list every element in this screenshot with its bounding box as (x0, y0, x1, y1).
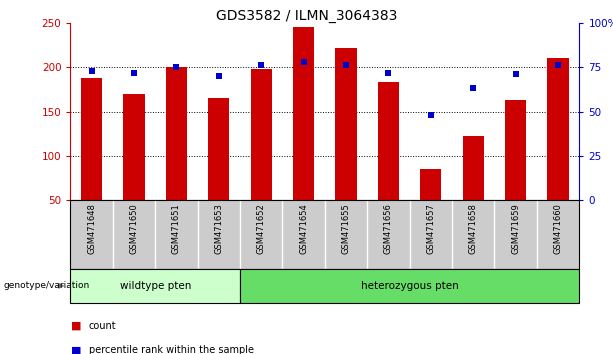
Text: GSM471651: GSM471651 (172, 204, 181, 254)
Text: wildtype pten: wildtype pten (120, 281, 191, 291)
Text: GSM471659: GSM471659 (511, 204, 520, 254)
Bar (81, 78, 102, 200)
Text: GSM471650: GSM471650 (129, 204, 139, 254)
Text: GSM471657: GSM471657 (427, 204, 435, 254)
Text: GSM471654: GSM471654 (299, 204, 308, 254)
Text: GDS3582 / ILMN_3064383: GDS3582 / ILMN_3064383 (216, 9, 397, 23)
Bar (251, 69, 272, 200)
Text: ■: ■ (70, 346, 81, 354)
Bar (240, 269, 579, 303)
Bar (293, 27, 314, 200)
Text: genotype/variation: genotype/variation (3, 281, 89, 290)
Bar (70, 269, 240, 303)
Bar (335, 48, 357, 200)
Bar (166, 67, 187, 200)
Text: GSM471655: GSM471655 (341, 204, 351, 254)
Text: GSM471658: GSM471658 (469, 204, 478, 254)
Text: GSM471652: GSM471652 (257, 204, 266, 254)
Text: ■: ■ (70, 321, 81, 331)
Bar (547, 58, 569, 200)
Text: GSM471648: GSM471648 (87, 204, 96, 254)
Text: percentile rank within the sample: percentile rank within the sample (89, 346, 254, 354)
Text: heterozygous pten: heterozygous pten (361, 281, 459, 291)
Text: GSM471660: GSM471660 (554, 204, 563, 254)
Text: GSM471656: GSM471656 (384, 204, 393, 254)
Bar (421, 169, 441, 200)
Bar (505, 100, 527, 200)
Bar (123, 94, 145, 200)
Bar (378, 82, 399, 200)
Bar (463, 136, 484, 200)
Bar (208, 98, 229, 200)
Text: count: count (89, 321, 116, 331)
Text: GSM471653: GSM471653 (215, 204, 223, 254)
